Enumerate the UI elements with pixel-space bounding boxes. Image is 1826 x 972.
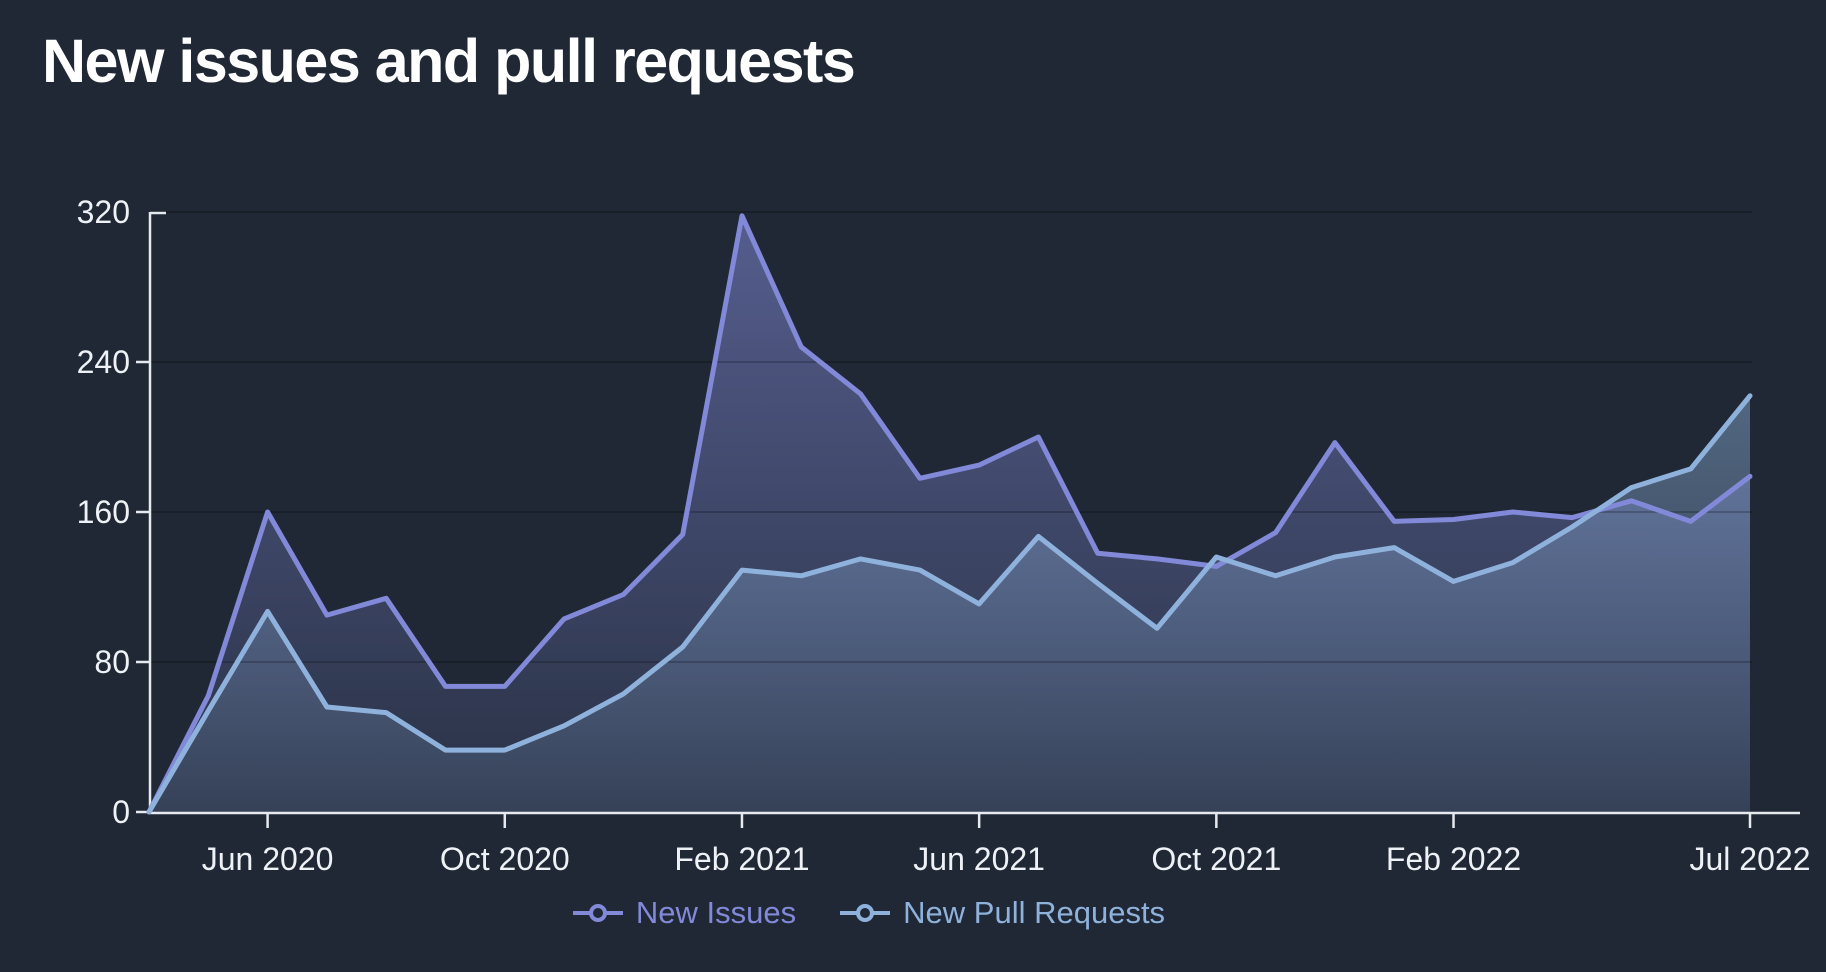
- y-axis-label-320: 320: [77, 194, 130, 230]
- x-axis-label-Feb-2022: Feb 2022: [1386, 841, 1521, 877]
- x-axis-label-Jun-2020: Jun 2020: [202, 841, 334, 877]
- legend-marker-new-pull-requests-icon: [840, 904, 891, 922]
- x-axis-label-Jul-2022: Jul 2022: [1690, 841, 1811, 877]
- area-new-pull-requests: [149, 395, 1750, 812]
- y-axis-label-160: 160: [77, 494, 130, 530]
- x-axis-label-Oct-2021: Oct 2021: [1151, 841, 1281, 877]
- legend-label-new-issues: New Issues: [635, 895, 797, 930]
- y-axis-label-240: 240: [77, 344, 130, 380]
- line-new-issues: [146, 213, 1753, 815]
- y-axis-label-80: 80: [94, 644, 130, 680]
- x-axis-label-Feb-2021: Feb 2021: [674, 841, 809, 877]
- y-axis-label-0: 0: [112, 794, 130, 830]
- legend-item-new-pull-requests[interactable]: New Pull Requests: [838, 895, 1165, 931]
- x-axis-label-Oct-2020: Oct 2020: [440, 841, 570, 877]
- legend-marker-new-issues-icon: [572, 904, 623, 922]
- chart-legend: New Issues New Pull Requests: [0, 895, 1826, 931]
- chart-title: New issues and pull requests: [42, 27, 856, 95]
- legend-item-new-issues[interactable]: New Issues: [571, 895, 796, 931]
- x-axis-label-Jun-2021: Jun 2021: [913, 841, 1045, 877]
- legend-label-new-pull-requests: New Pull Requests: [903, 895, 1166, 930]
- line-new-pull-requests: [146, 393, 1753, 815]
